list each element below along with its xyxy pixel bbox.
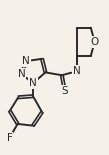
Text: S: S xyxy=(61,86,68,95)
Text: O: O xyxy=(91,37,99,47)
Text: N: N xyxy=(29,78,37,88)
Text: N: N xyxy=(18,69,26,79)
Text: N: N xyxy=(73,66,80,76)
Text: N: N xyxy=(22,56,30,66)
Text: F: F xyxy=(7,133,12,143)
